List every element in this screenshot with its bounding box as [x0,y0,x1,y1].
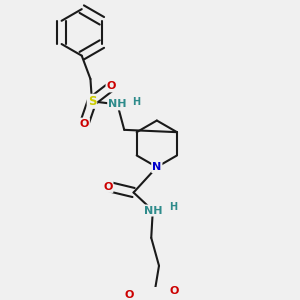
Text: O: O [124,290,134,300]
Text: N: N [152,162,161,172]
Text: NH: NH [108,99,127,110]
Text: H: H [133,97,141,107]
Text: O: O [80,118,89,129]
Text: O: O [103,182,112,192]
Text: H: H [169,202,177,212]
Text: O: O [106,81,116,92]
Text: NH: NH [143,206,162,215]
Text: O: O [170,286,179,296]
Text: S: S [88,95,96,108]
